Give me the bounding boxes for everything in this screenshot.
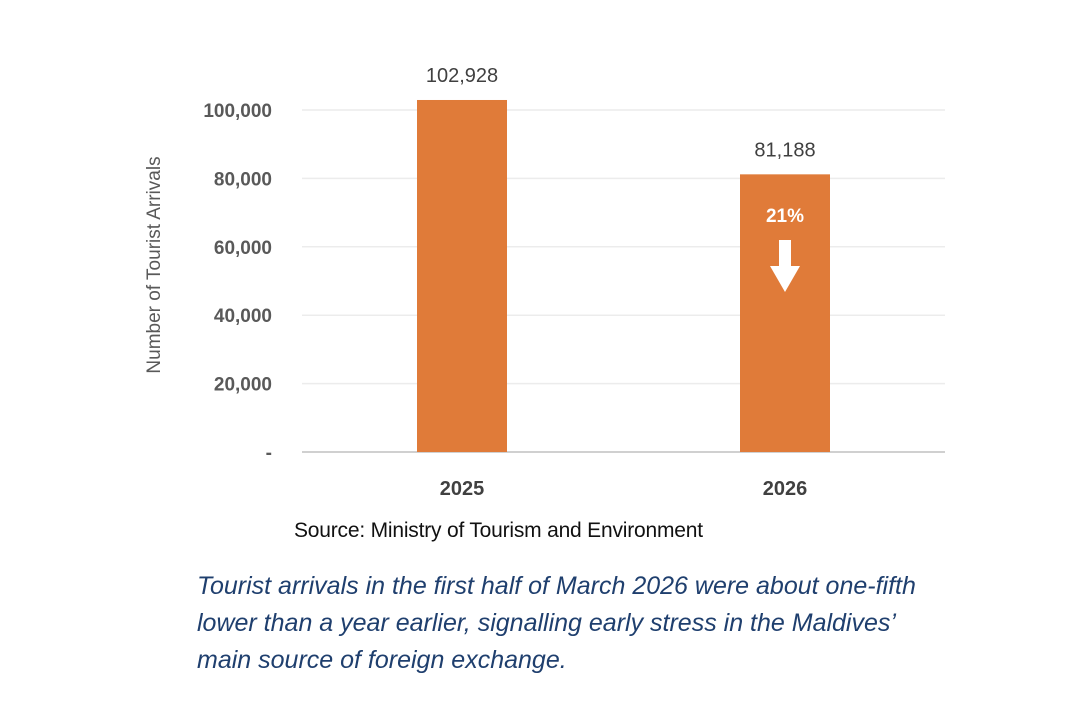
data-label-2026: 81,188 — [754, 139, 815, 161]
caption-line: Tourist arrivals in the first half of Ma… — [197, 572, 916, 600]
x-tick-label-2026: 2026 — [763, 478, 808, 500]
source-note: Source: Ministry of Tourism and Environm… — [294, 519, 703, 542]
caption: Tourist arrivals in the first half of Ma… — [197, 568, 997, 679]
bars — [417, 99, 830, 452]
x-tick-label-2025: 2025 — [440, 478, 485, 500]
caption-line: lower than a year earlier, signalling ea… — [197, 609, 896, 637]
data-label-2025: 102,928 — [426, 65, 498, 87]
down-arrow-icon — [770, 240, 800, 292]
y-tick-label: - — [266, 443, 272, 464]
y-tick-label: 60,000 — [214, 238, 272, 259]
change-percent-label: 21% — [766, 206, 804, 227]
y-tick-label: 20,000 — [214, 375, 272, 396]
bar-2025 — [417, 99, 507, 452]
labels: - 20,000 40,000 60,000 80,000 100,000 Number o… — [144, 65, 816, 500]
bar-2026 — [740, 174, 830, 452]
y-tick-label: 40,000 — [214, 306, 272, 327]
y-tick-label: 100,000 — [203, 101, 272, 122]
y-tick-label: 80,000 — [214, 169, 272, 190]
gridlines — [302, 109, 945, 453]
bar-chart: - 20,000 40,000 60,000 80,000 100,000 Number o… — [144, 65, 945, 500]
y-axis-title: Number of Tourist Arrivals — [144, 156, 165, 373]
caption-line: main source of foreign exchange. — [197, 646, 567, 674]
